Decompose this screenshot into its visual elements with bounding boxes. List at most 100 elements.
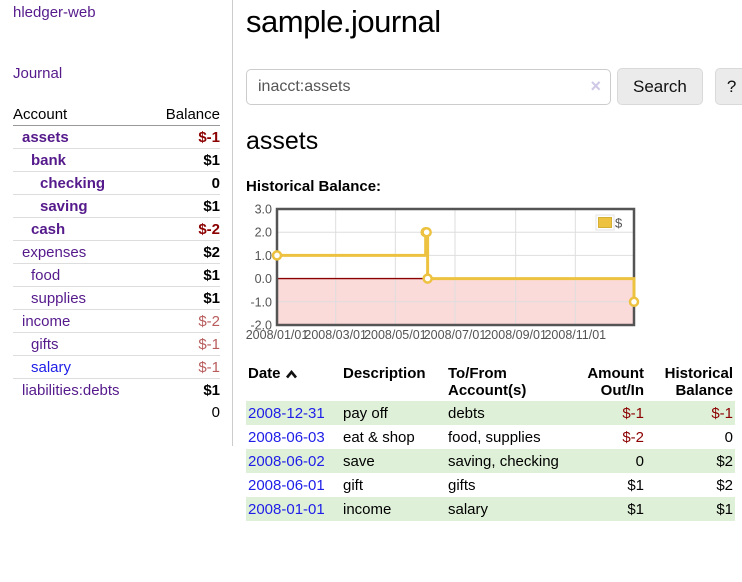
- svg-text:2008/03/01: 2008/03/01: [304, 328, 367, 342]
- accounts-header-account: Account: [13, 103, 151, 126]
- register-header-amount: Amount Out/In: [587, 365, 644, 399]
- svg-text:-1.0: -1.0: [250, 295, 272, 309]
- historical-balance-chart[interactable]: 3.0 2.0 1.0 0.0 -1.0 -2.0 2008/01/01 2008/03/01…: [246, 201, 742, 351]
- account-link-salary[interactable]: salary: [31, 359, 72, 376]
- svg-text:2008/01/01: 2008/01/01: [246, 328, 308, 342]
- register-cell-description: pay off: [343, 401, 448, 425]
- register-cell-description: save: [343, 449, 448, 473]
- svg-text:1.0: 1.0: [255, 249, 272, 263]
- account-heading: assets: [246, 127, 319, 155]
- account-balance: $1: [150, 194, 220, 218]
- chart-title: Historical Balance:: [246, 178, 382, 195]
- account-link-income[interactable]: income: [22, 313, 71, 330]
- search-bar: × Search ?: [246, 68, 742, 105]
- register-row: 2008-06-01 gift gifts $1 $2: [246, 473, 735, 497]
- transaction-date-link[interactable]: 2008-12-31: [248, 405, 325, 422]
- transaction-date-link[interactable]: 2008-01-01: [248, 501, 325, 518]
- register-cell-balance: $2: [646, 449, 735, 473]
- account-link-bank[interactable]: bank: [31, 152, 67, 169]
- register-cell-amount: $-1: [563, 401, 646, 425]
- account-row: bank $1: [13, 148, 220, 172]
- account-row: checking 0: [13, 171, 220, 195]
- register-cell-description: gift: [343, 477, 364, 494]
- register-cell-balance: $2: [716, 477, 733, 494]
- transaction-date-link[interactable]: 2008-06-02: [248, 453, 325, 470]
- sidebar: hledger-web Journal Account Balance asse…: [0, 0, 233, 446]
- register-cell-accounts: salary: [448, 497, 563, 521]
- register-table: Date Description To/From Account(s) Amou…: [246, 363, 735, 521]
- svg-text:2008/09/01: 2008/09/01: [484, 328, 547, 342]
- transaction-date-link[interactable]: 2008-06-03: [248, 429, 325, 446]
- accounts-header-balance: Balance: [150, 103, 220, 126]
- account-row: income $-2: [13, 309, 220, 333]
- register-row: 2008-06-02 save saving, checking 0 $2: [246, 449, 735, 473]
- account-balance: $-1: [150, 355, 220, 379]
- svg-text:3.0: 3.0: [255, 203, 272, 217]
- account-link-saving[interactable]: saving: [40, 198, 88, 215]
- register-row: 2008-06-03 eat & shop food, supplies $-2 0: [246, 425, 735, 449]
- svg-text:-2.0: -2.0: [250, 319, 272, 333]
- svg-text:2008/07/01: 2008/07/01: [424, 328, 487, 342]
- account-link-gifts[interactable]: gifts: [31, 336, 59, 353]
- register-cell-date: 2008-06-01: [246, 473, 343, 497]
- register-cell-amount: $1: [563, 497, 646, 521]
- account-balance: $1: [150, 286, 220, 310]
- register-cell-date: 2008-12-31: [246, 401, 343, 425]
- register-cell-date: 2008-06-03: [246, 425, 343, 449]
- account-row: salary $-1: [13, 355, 220, 379]
- help-button[interactable]: ?: [714, 68, 742, 105]
- register-cell-balance: $-1: [646, 401, 735, 425]
- register-row: 2008-12-31 pay off debts $-1 $-1: [246, 401, 735, 425]
- register-cell-description: eat & shop: [343, 429, 415, 446]
- account-row: cash $-2: [13, 217, 220, 241]
- register-header-date[interactable]: Date: [246, 363, 343, 401]
- register-cell-accounts: saving, checking: [448, 449, 563, 473]
- svg-text:2008/05/01: 2008/05/01: [364, 328, 427, 342]
- register-cell-amount: 0: [563, 449, 646, 473]
- account-row: liabilities:debts $1: [13, 378, 220, 401]
- page-title: sample.journal: [246, 4, 441, 39]
- account-row: expenses $2: [13, 240, 220, 264]
- svg-text:2008/11/01: 2008/11/01: [544, 328, 606, 342]
- accounts-total-row: 0: [13, 401, 220, 423]
- account-link-liabilities-debts[interactable]: liabilities:debts: [22, 382, 120, 399]
- account-row: assets $-1: [13, 126, 220, 149]
- balance-chart-svg[interactable]: 3.0 2.0 1.0 0.0 -1.0 -2.02008/01/012008/03/01…: [246, 201, 666, 347]
- account-balance: $1: [150, 263, 220, 287]
- account-link-assets[interactable]: assets: [22, 129, 69, 146]
- svg-text:0.0: 0.0: [255, 272, 272, 286]
- register-header-description: Description: [343, 365, 426, 382]
- account-balance: $-2: [150, 217, 220, 241]
- account-link-food[interactable]: food: [31, 267, 61, 284]
- clear-search-icon[interactable]: ×: [590, 75, 601, 96]
- account-balance: $1: [150, 148, 220, 172]
- register-header-balance: Historical Balance: [664, 365, 733, 399]
- account-link-checking[interactable]: checking: [40, 175, 106, 192]
- register-cell-amount: $1: [627, 477, 644, 494]
- account-balance: $-2: [150, 309, 220, 333]
- register-cell-balance: 0: [724, 429, 733, 446]
- register-cell-balance: $1: [646, 497, 735, 521]
- search-button[interactable]: Search: [617, 68, 703, 105]
- account-balance: $1: [150, 378, 220, 401]
- register-cell-date: 2008-06-02: [246, 449, 343, 473]
- account-balance: 0: [150, 171, 220, 195]
- account-row: saving $1: [13, 194, 220, 218]
- account-balance: $2: [150, 240, 220, 264]
- account-link-expenses[interactable]: expenses: [22, 244, 87, 261]
- sort-ascending-icon: [285, 369, 297, 379]
- account-link-supplies[interactable]: supplies: [31, 290, 87, 307]
- account-row: gifts $-1: [13, 332, 220, 356]
- account-balance: $-1: [198, 129, 220, 146]
- main-content: sample.journal × Search ? assets Histori…: [246, 0, 742, 521]
- transaction-date-link[interactable]: 2008-06-01: [248, 477, 325, 494]
- register-cell-date: 2008-01-01: [246, 497, 343, 521]
- accounts-table: Account Balance assets $-1 bank $1 checking 0…: [13, 103, 220, 423]
- account-link-cash[interactable]: cash: [31, 221, 66, 238]
- account-row: supplies $1: [13, 286, 220, 310]
- app-brand-link[interactable]: hledger-web: [13, 4, 96, 21]
- sidebar-item-journal[interactable]: Journal: [13, 65, 63, 82]
- search-input[interactable]: [246, 68, 611, 105]
- svg-text:2.0: 2.0: [255, 226, 272, 240]
- svg-text:$: $: [615, 216, 623, 231]
